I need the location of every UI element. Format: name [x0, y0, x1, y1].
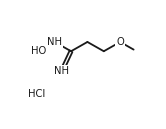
Text: HO: HO [31, 46, 46, 56]
Text: NH: NH [54, 66, 69, 76]
Text: HCl: HCl [29, 89, 46, 99]
Text: NH: NH [47, 37, 62, 47]
Text: O: O [116, 37, 124, 47]
